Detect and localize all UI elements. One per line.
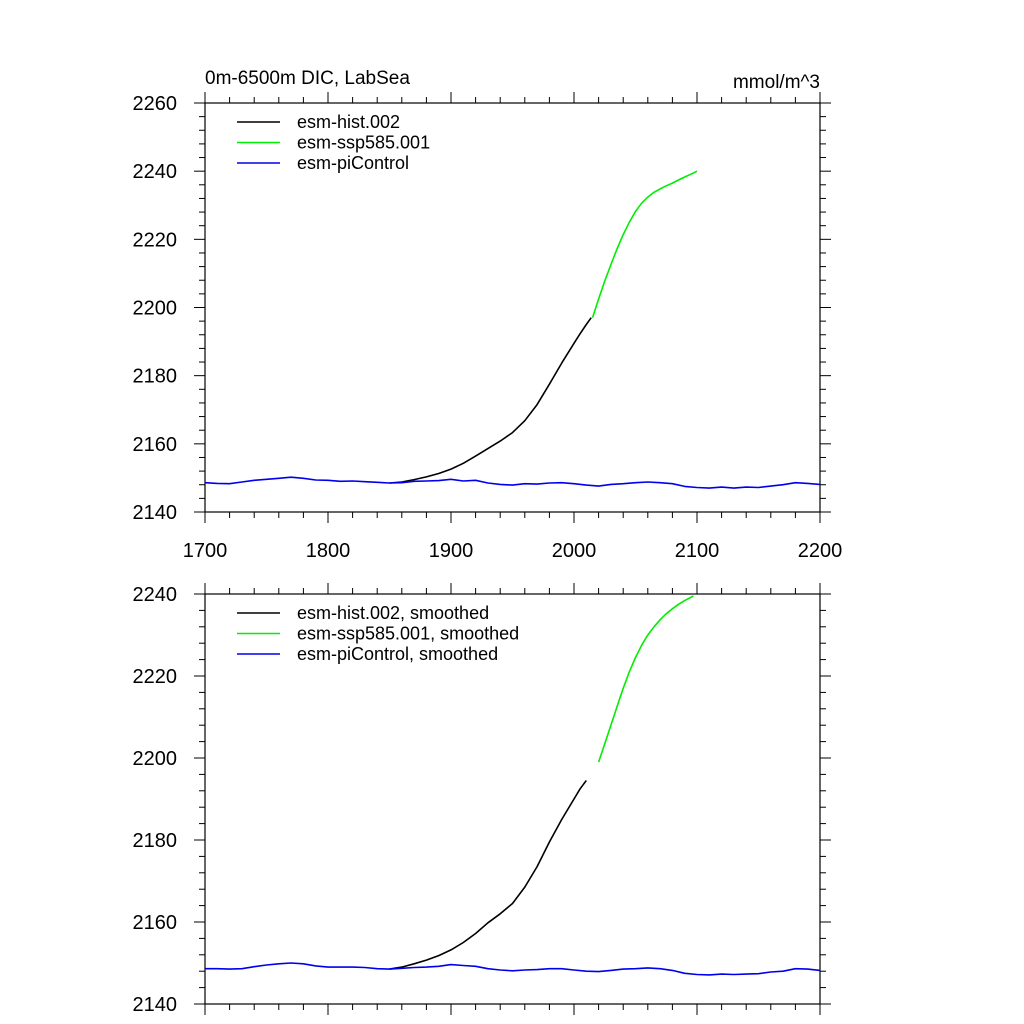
legend-label: esm-hist.002, smoothed	[297, 603, 489, 623]
series-line-3	[204, 476, 821, 489]
panel-bottom: 2140 2160 2180 2200 2220 2240 esm-hist.002, sm…	[133, 583, 831, 1016]
series-line-3	[205, 962, 821, 976]
legend-label: esm-piControl, smoothed	[297, 644, 498, 664]
y-tick-label: 2240	[133, 584, 178, 606]
y-tick-label: 2140	[133, 994, 178, 1016]
y-tick-label: 2220	[133, 666, 178, 688]
x-tick-label: 1800	[306, 540, 351, 562]
y-tick-label: 2160	[133, 912, 178, 934]
y-tick-label: 2140	[133, 502, 178, 524]
plot-frame	[204, 593, 821, 1005]
x-tick-label: 1900	[429, 540, 474, 562]
legend-label: esm-ssp585.001, smoothed	[297, 624, 519, 644]
y-tick-label: 2180	[133, 830, 178, 852]
series-line-2	[597, 595, 694, 763]
legend-label: esm-ssp585.001	[297, 133, 430, 153]
legend-label: esm-piControl	[297, 153, 409, 173]
x-tick-label: 1700	[183, 540, 228, 562]
x-tick-label: 2000	[552, 540, 597, 562]
series-line-2	[591, 170, 698, 318]
y-tick-label: 2260	[133, 93, 178, 115]
y-tick-label: 2220	[133, 229, 178, 251]
x-tick-label: 2200	[798, 540, 843, 562]
y-tick-label: 2240	[133, 161, 178, 183]
panel-top: 2140 2160 2180 2200 2220 2240 2260 1700 1800 1900…	[133, 92, 843, 562]
chart-title: 0m-6500m DIC, LabSea	[205, 68, 410, 89]
series-line-1	[389, 780, 587, 970]
y-tick-label: 2160	[133, 434, 178, 456]
y-tick-label: 2200	[133, 298, 178, 320]
series-line-1	[389, 317, 592, 484]
y-tick-label: 2180	[133, 366, 178, 388]
units-label: mmol/m^3	[733, 72, 820, 93]
legend-label: esm-hist.002	[297, 112, 400, 132]
x-tick-label: 2100	[675, 540, 720, 562]
y-tick-label: 2200	[133, 748, 178, 770]
